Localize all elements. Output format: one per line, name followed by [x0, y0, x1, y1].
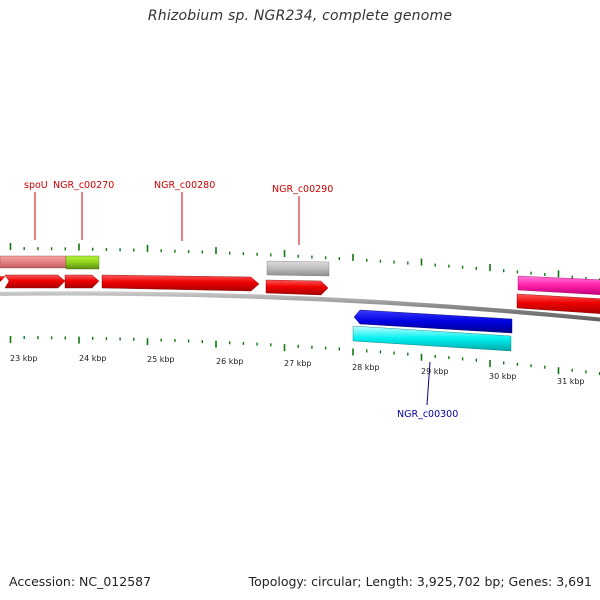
gene-magenta-block[interactable]: [517, 275, 600, 295]
gene-NGR_c00270-block[interactable]: [65, 255, 100, 270]
label-NGR_c00280[interactable]: NGR_c00280: [154, 180, 215, 191]
cds-spoU-left-arrow[interactable]: [0, 276, 6, 282]
NGR_c00300-leader-line: [426, 361, 431, 406]
genome-summary-text: Topology: circular; Length: 3,925,702 bp…: [248, 574, 592, 589]
cds-NGR_c00300-block[interactable]: [352, 325, 512, 352]
ruler-label-24kbp: 24 kbp: [79, 354, 107, 363]
cds-NGR_c00290-arrow[interactable]: [265, 279, 329, 296]
cds-right-edge-arrow[interactable]: [516, 293, 600, 314]
ruler-label-26kbp: 26 kbp: [216, 357, 244, 366]
cds-NGR_c00270-arrow[interactable]: [64, 274, 100, 289]
label-NGR_c00270[interactable]: NGR_c00270: [53, 180, 114, 191]
gene-NGR_c00290-block[interactable]: [266, 260, 330, 277]
ruler-label-29kbp: 29 kbp: [421, 367, 449, 376]
ruler-label-23kbp: 23 kbp: [10, 354, 38, 363]
ruler-label-28kbp: 28 kbp: [352, 363, 380, 372]
gene-spoU-block[interactable]: [0, 255, 67, 269]
label-NGR_c00290[interactable]: NGR_c00290: [272, 184, 333, 195]
label-spoU[interactable]: spoU: [24, 180, 48, 191]
cds-spoU-arrow[interactable]: [4, 274, 66, 289]
ruler-label-30kbp: 30 kbp: [489, 372, 517, 381]
genome-title: Rhizobium sp. NGR234, complete genome: [147, 8, 453, 24]
genome-backbone: [0, 291, 600, 322]
cds-NGR_c00280-arrow[interactable]: [101, 274, 260, 292]
inner-tick-marks: [9, 336, 600, 375]
gene-NGR_c00300-arrow[interactable]: [353, 309, 513, 334]
accession-text: Accession: NC_012587: [9, 574, 152, 589]
ruler-label-31kbp: 31 kbp: [557, 377, 585, 386]
label-NGR_c00300[interactable]: NGR_c00300: [397, 409, 458, 420]
ruler-label-25kbp: 25 kbp: [147, 355, 175, 364]
ruler-label-27kbp: 27 kbp: [284, 359, 312, 368]
outer-tick-marks: [9, 243, 600, 282]
